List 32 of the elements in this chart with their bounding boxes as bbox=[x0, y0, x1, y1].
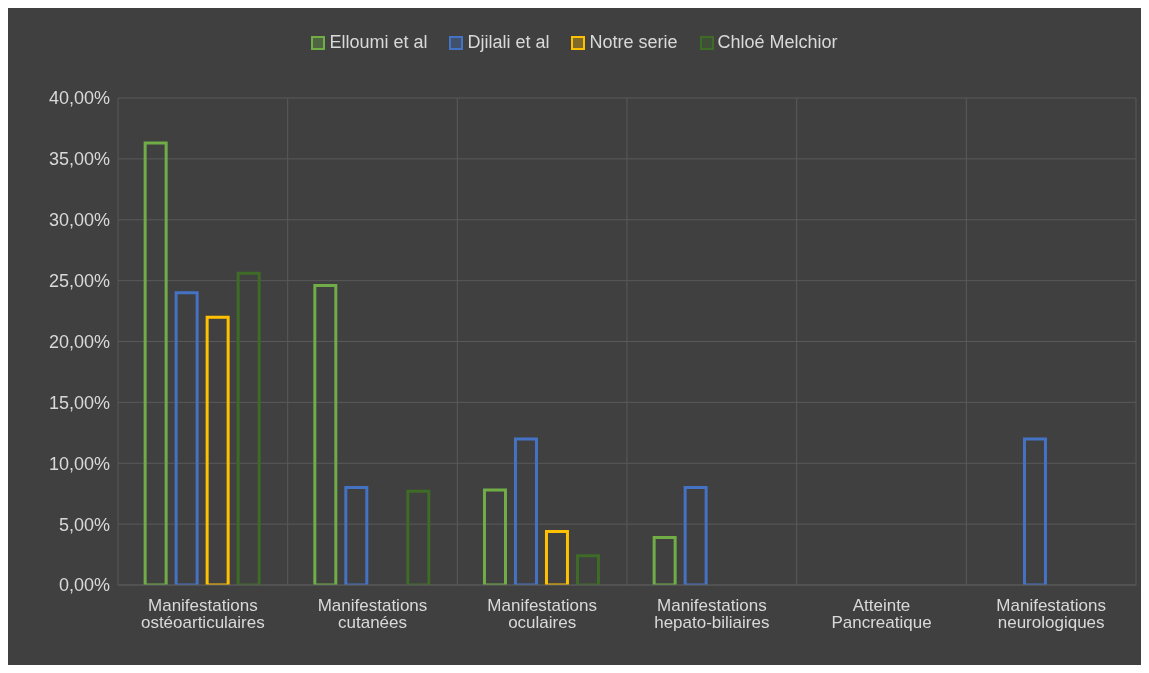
x-tick-label: Atteinte Pancreatique bbox=[831, 596, 932, 633]
bar bbox=[482, 488, 507, 585]
y-tick-label: 30,00% bbox=[48, 210, 110, 231]
y-tick-label: 10,00% bbox=[48, 453, 110, 474]
x-tick-label: Manifestations cutanées bbox=[317, 596, 428, 633]
bar bbox=[544, 529, 569, 585]
y-tick-label: 25,00% bbox=[48, 271, 110, 292]
bar bbox=[205, 315, 230, 585]
x-tick-label: Manifestations oculaires bbox=[487, 596, 597, 633]
bar bbox=[652, 536, 677, 585]
legend-label: Djilali et al bbox=[466, 32, 550, 53]
y-tick-label: 35,00% bbox=[48, 149, 110, 170]
y-tick-label: 20,00% bbox=[48, 331, 110, 352]
bar bbox=[174, 291, 199, 585]
bar bbox=[1022, 437, 1047, 585]
bar bbox=[344, 486, 369, 585]
y-tick-label: 5,00% bbox=[58, 514, 110, 535]
bar bbox=[236, 271, 261, 585]
bar bbox=[143, 141, 168, 585]
bar bbox=[513, 437, 538, 585]
legend-label: Elloumi et al bbox=[328, 32, 428, 53]
bar bbox=[313, 284, 338, 585]
y-tick-label: 0,00% bbox=[58, 575, 110, 596]
legend-label: Notre serie bbox=[588, 32, 678, 53]
legend-label: Chloé Melchior bbox=[716, 32, 838, 53]
bar bbox=[683, 486, 708, 585]
x-tick-label: Manifestations hepato-biliaires bbox=[654, 596, 770, 633]
x-tick-label: Manifestations ostéoarticulaires bbox=[140, 596, 265, 633]
y-tick-label: 15,00% bbox=[48, 392, 110, 413]
x-tick-label: Manifestations neurologiques bbox=[996, 596, 1106, 633]
y-tick-label: 40,00% bbox=[48, 88, 110, 109]
bar bbox=[406, 489, 431, 585]
